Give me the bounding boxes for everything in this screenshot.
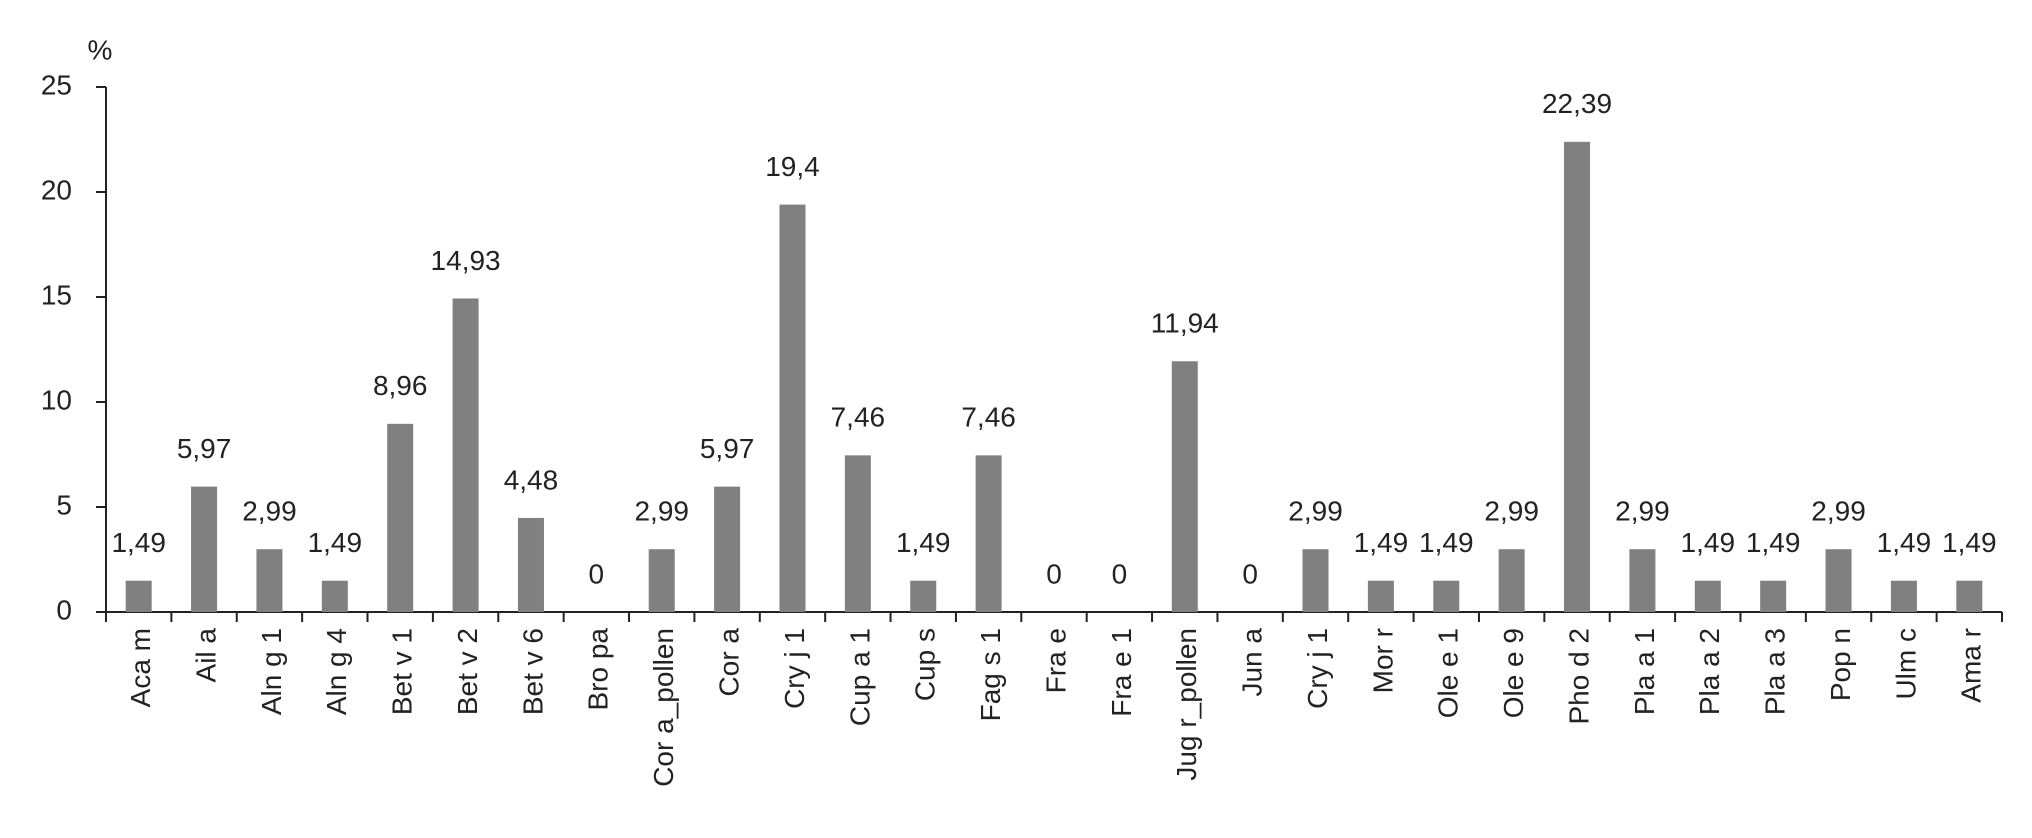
bar [779, 204, 806, 612]
data-label: 1,49 [1681, 527, 1736, 558]
data-label: 2,99 [1811, 496, 1866, 527]
x-tick-label: Bet v 1 [387, 628, 418, 715]
x-tick-label: Aln g 1 [256, 628, 287, 715]
x-tick-label: Cor a [713, 628, 744, 697]
data-label: 5,97 [177, 433, 232, 464]
data-label: 2,99 [1288, 496, 1343, 527]
data-label: 1,49 [1419, 527, 1474, 558]
y-tick-label: 25 [41, 69, 72, 100]
bar [1171, 361, 1198, 612]
x-tick-label: Ama r [1956, 628, 1987, 703]
x-tick-label: Cup a 1 [844, 628, 875, 726]
x-tick-label: Mor r [1367, 628, 1398, 693]
x-tick-label: Pho d 2 [1563, 628, 1594, 725]
bar [1564, 141, 1591, 612]
data-label: 0 [1112, 558, 1128, 589]
x-tick-label: Cry j 1 [1302, 628, 1333, 709]
x-tick-label: Fag s 1 [975, 628, 1006, 721]
data-label: 0 [1046, 558, 1062, 589]
x-tick-label: Pla a 3 [1760, 628, 1791, 715]
bar [1890, 580, 1917, 612]
bar [844, 455, 871, 612]
bar [256, 549, 283, 612]
x-tick-label: Fra e [1040, 628, 1071, 693]
x-tick-label: Ulm c [1890, 628, 1921, 700]
bar [387, 423, 414, 612]
data-label: 1,49 [1877, 527, 1932, 558]
x-tick-label: Pla a 1 [1629, 628, 1660, 715]
data-label: 7,46 [831, 402, 886, 433]
data-label: 0 [1242, 558, 1258, 589]
data-label: 4,48 [504, 464, 559, 495]
bar [125, 580, 152, 612]
y-tick-label: 10 [41, 384, 72, 415]
data-label: 19,4 [765, 151, 820, 182]
x-tick-label: Jug r_pollen [1171, 628, 1202, 781]
bar [321, 580, 348, 612]
data-label: 1,49 [111, 527, 166, 558]
data-label: 1,49 [1354, 527, 1409, 558]
x-tick-label: Fra e 1 [1106, 628, 1137, 717]
bar [452, 298, 479, 612]
x-tick-label: Bet v 6 [517, 628, 548, 715]
data-label: 1,49 [1746, 527, 1801, 558]
x-tick-label: Pla a 2 [1694, 628, 1725, 715]
x-tick-label: Jun a [1237, 628, 1268, 697]
bar [714, 486, 741, 612]
bar [1825, 549, 1852, 612]
bar [1367, 580, 1394, 612]
y-tick-label: 5 [56, 489, 72, 520]
x-tick-label: Cup s [910, 628, 941, 701]
data-label: 22,39 [1542, 88, 1612, 119]
bar [1694, 580, 1721, 612]
x-tick-label: Bro pa [583, 628, 614, 711]
data-label: 1,49 [1942, 527, 1997, 558]
bar [1629, 549, 1656, 612]
bar [1498, 549, 1525, 612]
bar [517, 517, 544, 612]
x-tick-label: Ole e 9 [1498, 628, 1529, 718]
bar [1760, 580, 1787, 612]
y-tick-label: 20 [41, 174, 72, 205]
data-label: 7,46 [961, 402, 1016, 433]
data-label: 2,99 [242, 496, 297, 527]
bar [648, 549, 675, 612]
data-label: 1,49 [308, 527, 363, 558]
x-tick-label: Ail a [190, 628, 221, 683]
bar [1302, 549, 1329, 612]
y-axis-label: % [88, 34, 113, 65]
data-label: 2,99 [1484, 496, 1539, 527]
x-tick-label: Aln g 4 [321, 628, 352, 715]
data-label: 0 [589, 558, 605, 589]
bar [910, 580, 937, 612]
data-label: 14,93 [431, 245, 501, 276]
x-tick-label: Bet v 2 [452, 628, 483, 715]
x-tick-label: Cry j 1 [779, 628, 810, 709]
y-tick-label: 15 [41, 279, 72, 310]
data-label: 8,96 [373, 370, 428, 401]
data-label: 11,94 [1151, 308, 1219, 339]
data-label: 1,49 [896, 527, 951, 558]
bar [975, 455, 1002, 612]
data-label: 2,99 [1615, 496, 1670, 527]
x-tick-label: Cor a_pollen [648, 628, 679, 787]
data-label: 5,97 [700, 433, 755, 464]
bar [191, 486, 218, 612]
data-label: 2,99 [634, 496, 689, 527]
bar [1433, 580, 1460, 612]
x-tick-label: Pop n [1825, 628, 1856, 701]
x-tick-label: Ole e 1 [1433, 628, 1464, 718]
y-tick-label: 0 [56, 594, 72, 625]
x-tick-label: Aca m [125, 628, 156, 707]
bar [1956, 580, 1983, 612]
